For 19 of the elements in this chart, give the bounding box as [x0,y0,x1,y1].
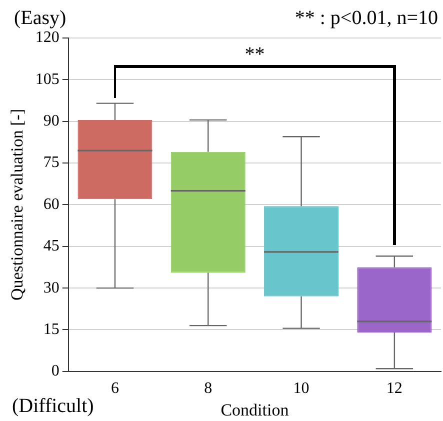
y-tick-label: 45 [43,238,60,255]
x-axis-title: Condition [220,400,290,420]
y-tick-label: 90 [43,112,60,130]
text: ** : p<0.01, n=10 [294,7,438,29]
y-tick-label: 105 [35,70,60,88]
y-tick-label: 30 [43,279,60,296]
text: (Difficult) [12,395,94,417]
y-axis-title: Questionnaire evaluation [-] [8,108,27,301]
x-tick-label: 6 [110,380,119,398]
x-tick-label: 10 [293,380,310,398]
y-tick-label: 60 [43,196,60,213]
text: (Easy) [14,7,66,29]
y-tick-label: 120 [35,29,60,46]
y-tick-label: 0 [51,362,60,380]
y-tick-label: 75 [43,154,60,172]
x-tick-label: 8 [204,380,212,398]
annotation: ** [244,44,265,66]
y-tick-label: 15 [43,320,60,338]
x-tick-label: 12 [386,380,402,398]
